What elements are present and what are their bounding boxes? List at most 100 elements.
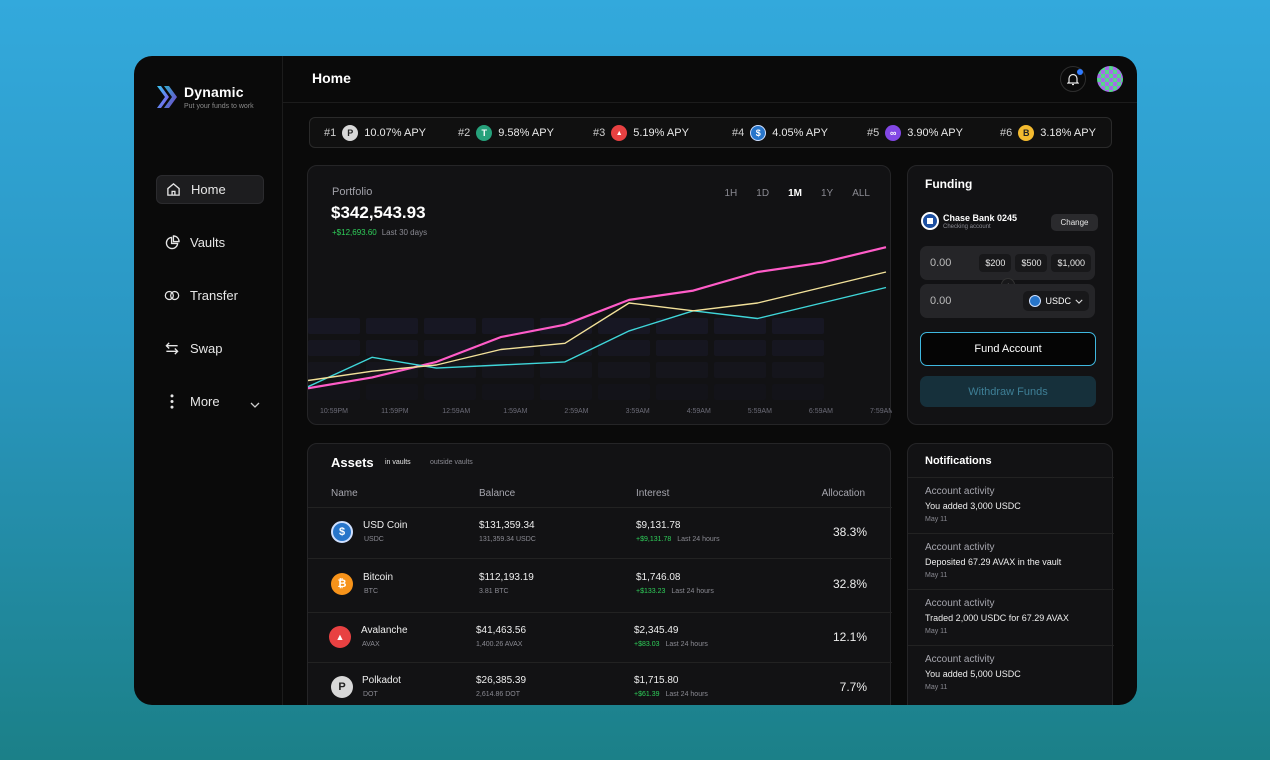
chart-background-block: [482, 340, 534, 356]
notification-body: Deposited 67.29 AVAX in the vault: [925, 557, 1062, 567]
ticker-item[interactable]: #1 P 10.07% APY: [324, 125, 426, 141]
amount-input-row: 0.00 $200 $500 $1,000: [920, 246, 1095, 280]
asset-allocation: 7.7%: [839, 680, 867, 694]
ticker-rank: #4: [732, 127, 745, 139]
notification-item[interactable]: Account activity You added 5,000 USDC Ma…: [908, 645, 1114, 701]
ticker-rank: #2: [458, 127, 471, 139]
table-row[interactable]: ▲ Avalanche AVAX $41,463.56 1,400.26 AVA…: [308, 612, 892, 663]
preset-200-button[interactable]: $200: [979, 254, 1012, 272]
ticker-rank: #3: [593, 127, 606, 139]
sidebar-item-transfer[interactable]: Transfer: [156, 281, 264, 310]
change-bank-button[interactable]: Change: [1051, 214, 1098, 231]
asset-balance-units: 3.81 BTC: [479, 588, 509, 595]
funding-card: Funding Chase Bank 0245 Checking account…: [907, 165, 1113, 425]
ticker-apy: 9.58% APY: [498, 127, 554, 139]
column-header-balance[interactable]: Balance: [479, 488, 516, 499]
chart-background-block: [482, 362, 534, 378]
avatar[interactable]: [1097, 66, 1123, 92]
chart-background-block: [772, 384, 824, 400]
notification-date: May 11: [925, 572, 948, 579]
notification-item[interactable]: Account activity Deposited 67.29 AVAX in…: [908, 533, 1114, 589]
more-icon: [164, 394, 180, 410]
asset-interest-change: +$133.23 Last 24 hours: [636, 588, 714, 595]
column-header-interest[interactable]: Interest: [636, 488, 670, 499]
x-tick-label: 10:59PM: [320, 408, 348, 415]
asset-name: Bitcoin: [363, 572, 394, 583]
table-row[interactable]: P Polkadot DOT $26,385.39 2,614.86 DOT $…: [308, 662, 892, 705]
asset-interest: $1,715.80: [634, 675, 679, 686]
chart-background-block: [772, 340, 824, 356]
table-row[interactable]: ₿ Bitcoin BTC $112,193.19 3.81 BTC $1,74…: [308, 558, 892, 609]
bell-icon: [1067, 73, 1079, 85]
x-tick-label: 5:59AM: [748, 408, 772, 415]
sidebar-item-vaults[interactable]: Vaults: [156, 228, 264, 257]
asset-interest: $2,345.49: [634, 625, 679, 636]
chart-background-block: [366, 318, 418, 334]
chart-background-block: [656, 362, 708, 378]
tab-in-vaults[interactable]: in vaults: [385, 459, 411, 466]
chart-background-block: [366, 340, 418, 356]
fund-account-button[interactable]: Fund Account: [920, 332, 1096, 366]
receive-input[interactable]: 0.00: [930, 295, 952, 307]
asset-name: Avalanche: [361, 625, 408, 636]
x-tick-label: 12:59AM: [442, 408, 470, 415]
preset-500-button[interactable]: $500: [1015, 254, 1048, 272]
notifications-title: Notifications: [925, 455, 992, 467]
preset-1000-button[interactable]: $1,000: [1051, 254, 1091, 272]
chevron-down-icon[interactable]: [250, 396, 260, 411]
notification-item[interactable]: Account activity Traded 2,000 USDC for 6…: [908, 589, 1114, 645]
asset-balance-units: 131,359.34 USDC: [479, 536, 536, 543]
notification-date: May 11: [925, 684, 948, 691]
sidebar-item-label: Swap: [190, 341, 223, 356]
column-header-allocation[interactable]: Allocation: [821, 488, 865, 499]
tab-outside-vaults[interactable]: outside vaults: [430, 459, 473, 466]
chart-background-block: [424, 384, 476, 400]
notifications-card: Notifications Account activity You added…: [907, 443, 1114, 705]
ticker-item[interactable]: #5 ∞ 3.90% APY: [867, 125, 963, 141]
ticker-item[interactable]: #2 T 9.58% APY: [458, 125, 554, 141]
withdraw-funds-button[interactable]: Withdraw Funds: [920, 376, 1096, 407]
chevron-down-icon: [1075, 299, 1083, 304]
ticker-rank: #5: [867, 127, 880, 139]
range-1m[interactable]: 1M: [788, 188, 802, 199]
asset-balance: $26,385.39: [476, 675, 527, 686]
notification-item[interactable]: Account activity You added 3,000 USDC Ma…: [908, 477, 1114, 533]
bank-icon: [921, 212, 939, 230]
ticker-item[interactable]: #3 ▲ 5.19% APY: [593, 125, 689, 141]
asset-balance-units: 2,614.86 DOT: [476, 691, 520, 698]
range-1h[interactable]: 1H: [724, 188, 738, 199]
chart-series-line: [308, 286, 887, 388]
notifications-button[interactable]: [1060, 66, 1086, 92]
chart-background-block: [598, 384, 650, 400]
column-header-name[interactable]: Name: [331, 488, 358, 499]
asset-name: Polkadot: [362, 675, 401, 686]
chart-background-block: [714, 384, 766, 400]
range-1d[interactable]: 1D: [756, 188, 770, 199]
range-all[interactable]: ALL: [852, 188, 870, 199]
sidebar-item-swap[interactable]: Swap: [156, 334, 264, 363]
bank-type: Checking account: [943, 223, 991, 230]
interest-change-amount: +$83.03: [634, 641, 660, 648]
avalanche-coin-icon: ▲: [329, 626, 351, 648]
funding-title: Funding: [925, 177, 973, 191]
range-1y[interactable]: 1Y: [820, 188, 834, 199]
chart-background-block: [772, 362, 824, 378]
asset-interest-change: +$9,131.78 Last 24 hours: [636, 536, 720, 543]
ticker-item[interactable]: #6 B 3.18% APY: [1000, 125, 1096, 141]
interest-period: Last 24 hours: [677, 536, 720, 543]
sidebar-item-home[interactable]: Home: [156, 175, 264, 204]
notification-heading: Account activity: [925, 654, 995, 665]
sidebar-item-label: Vaults: [190, 235, 226, 250]
x-tick-label: 4:59AM: [687, 408, 711, 415]
asset-balance: $131,359.34: [479, 520, 535, 531]
ticker-item[interactable]: #4 $ 4.05% APY: [732, 125, 828, 141]
chart-background-block: [308, 318, 360, 334]
logo[interactable]: Dynamic Put your funds to work: [156, 84, 254, 110]
amount-input[interactable]: 0.00: [930, 257, 952, 269]
chart-background-block: [656, 340, 708, 356]
app-content: #1 P 10.07% APY #2 T 9.58% APY #3 ▲ 5.19…: [134, 56, 1137, 705]
interest-change-amount: +$61.39: [634, 691, 660, 698]
sidebar-item-more[interactable]: More: [156, 387, 264, 416]
table-row[interactable]: $ USD Coin USDC $131,359.34 131,359.34 U…: [308, 507, 892, 558]
token-select[interactable]: USDC: [1023, 291, 1089, 311]
